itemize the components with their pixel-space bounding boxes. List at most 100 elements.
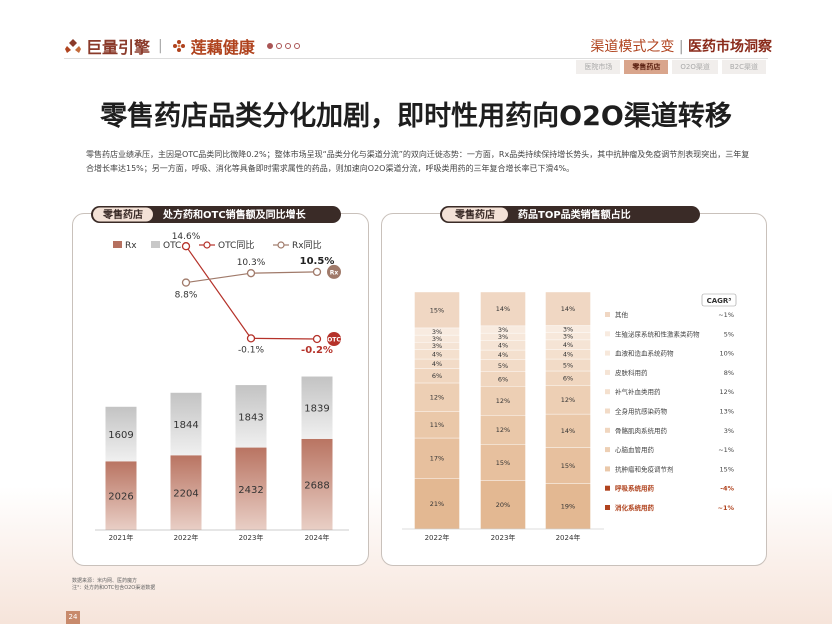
legend-swatch-2 [605, 466, 610, 472]
juliang-logo-icon [65, 39, 81, 53]
brand-divider: | [158, 38, 163, 54]
legend-swatch-10 [605, 312, 610, 317]
seg-label-6-2: 4% [563, 351, 573, 359]
seg-label-1-0: 17% [430, 455, 444, 463]
panel-tag-text: 零售药店 [454, 208, 495, 221]
yoy-label-1-1: 8.8% [175, 291, 198, 301]
yoy-label-0-1: 14.6% [172, 232, 201, 242]
yoy-point-1-2 [246, 269, 256, 278]
legend-rx-yoy-marker [277, 241, 285, 249]
bar-otc-2 [235, 385, 267, 448]
cagr-value-10: ~1% [718, 311, 734, 319]
tab-hospital[interactable]: 医院市场 [576, 60, 621, 74]
seg-label-5-0: 4% [432, 360, 442, 368]
yoy-point-0-2 [246, 334, 256, 343]
left-chart-panel: 零售药店 处方药和OTC销售额及同比增长 Rx OTC OTC同比 Rx同比 2026 160… [72, 206, 369, 566]
legend-label-10: 其他 [615, 310, 629, 319]
legend-swatch-1 [605, 485, 610, 491]
header-divider [64, 58, 768, 59]
yoy-label-0-2: -0.1% [238, 345, 265, 355]
legend-swatch-4 [605, 427, 610, 433]
page-headline: 零售药店品类分化加剧，即时性用药向O2O渠道转移 [100, 101, 732, 132]
seg-label-9-0: 3% [432, 328, 442, 336]
panel-title-text: 药品TOP品类销售额占比 [518, 208, 631, 221]
legend-label-8: 血液和造血系统药物 [615, 349, 674, 358]
legend-rx-yoy-label: Rx同比 [292, 239, 322, 251]
report-title-text: 医药市场洞察 [688, 39, 772, 55]
label-otc-3: 1839 [304, 404, 329, 415]
panel-title-bar [91, 206, 341, 223]
panel-title-text: 处方药和OTC销售额及同比增长 [162, 208, 307, 221]
x-tick-1: 2023年 [491, 533, 516, 542]
seg-3-1 [480, 386, 526, 416]
label-rx-3: 2688 [304, 480, 329, 491]
tab-retail[interactable]: 零售药店 [624, 60, 669, 74]
footnote-source: 数据来源：米内网、医药魔方 [72, 578, 138, 584]
x-tick-2: 2024年 [556, 533, 581, 542]
dot-1 [266, 43, 273, 49]
end-tag-1 [327, 264, 341, 279]
legend-label-2: 抗肿瘤和免疫调节剂 [615, 464, 674, 473]
seg-2-0 [414, 411, 460, 439]
seg-label-5-1: 5% [498, 362, 508, 370]
cagr-value-6: 12% [720, 388, 734, 396]
seg-label-2-1: 12% [496, 426, 510, 434]
seg-label-2-0: 11% [430, 421, 444, 429]
legend-rx-swatch [113, 241, 122, 248]
page-number: 24 [66, 611, 80, 624]
x-tick-0: 2022年 [425, 533, 450, 542]
yoy-point-1-1 [181, 278, 191, 287]
yoy-point-0-3 [312, 334, 322, 344]
legend-otc-swatch [151, 241, 160, 248]
end-tag-0 [327, 332, 341, 346]
brand-logo-juliang: 巨量引擎 [64, 34, 150, 58]
seg-1-0 [414, 437, 460, 479]
cagr-value-3: ~1% [718, 446, 734, 454]
footnote-note: 注³：处方药和OTC包含O2O渠道数据 [72, 585, 156, 591]
dot-3 [284, 43, 291, 49]
panel-tag-text: 零售药店 [102, 208, 143, 221]
end-tag-text-0: OTC [327, 337, 341, 344]
rx-otc-chart: 零售药店 处方药和OTC销售额及同比增长 Rx OTC OTC同比 Rx同比 2026 160… [91, 206, 349, 542]
seg-label-8-2: 3% [563, 333, 573, 341]
bar-rx-2 [235, 447, 267, 530]
cagr-value-1: -4% [720, 485, 734, 493]
seg-label-10-0: 15% [430, 306, 444, 314]
legend-label-9: 生殖泌尿系统和性激素类药物 [615, 329, 700, 338]
end-tag-text-1: Rx [330, 269, 339, 276]
legend-label-1: 呼吸系统用药 [615, 484, 655, 493]
seg-2-1 [480, 415, 526, 445]
label-rx-0: 2026 [108, 492, 133, 503]
seg-3-0 [414, 382, 460, 412]
seg-10-0 [414, 291, 460, 329]
x-tick-1: 2022年 [174, 533, 199, 542]
seg-label-0-1: 20% [496, 501, 510, 509]
dot-4 [293, 43, 300, 49]
brand-bar: 巨量引擎 | 莲藕健康 [64, 34, 300, 58]
legend-label-3: 心脑血管用药 [615, 445, 655, 454]
bar-rx-1 [170, 455, 202, 530]
tab-b2c[interactable]: B2C渠道 [721, 60, 766, 74]
cagr-value-0: ~1% [718, 504, 735, 512]
legend-label-0: 消化系统用药 [615, 503, 655, 512]
seg-label-7-2: 4% [563, 341, 573, 349]
tab-o2o[interactable]: O2O渠道 [672, 60, 718, 74]
cagr-value-5: 13% [720, 408, 734, 416]
label-otc-1: 1844 [173, 420, 198, 431]
yoy-label-0-3: -0.2% [301, 345, 333, 356]
legend-swatch-7 [605, 369, 610, 375]
page-dots [266, 43, 300, 49]
seg-label-3-1: 12% [496, 397, 510, 405]
panel-tag [93, 207, 153, 222]
legend-swatch-6 [605, 389, 610, 395]
legend-swatch-9 [605, 331, 610, 337]
seg-label-1-2: 15% [561, 462, 575, 470]
x-tick-2: 2023年 [239, 533, 264, 542]
yoy-point-1-3 [312, 267, 322, 277]
legend-label-5: 全身用抗感染药物 [615, 407, 668, 416]
seg-label-7-0: 3% [432, 342, 442, 350]
right-chart-panel: 零售药店 药品TOP品类销售额占比 21% 17% 11% 12% 6% 4% 4% 3% 3% 3%… [381, 206, 767, 566]
seg-label-9-2: 3% [563, 325, 573, 333]
seg-0-0 [414, 478, 460, 530]
legend-label-4: 骨骼肌肉系统用药 [615, 426, 668, 435]
